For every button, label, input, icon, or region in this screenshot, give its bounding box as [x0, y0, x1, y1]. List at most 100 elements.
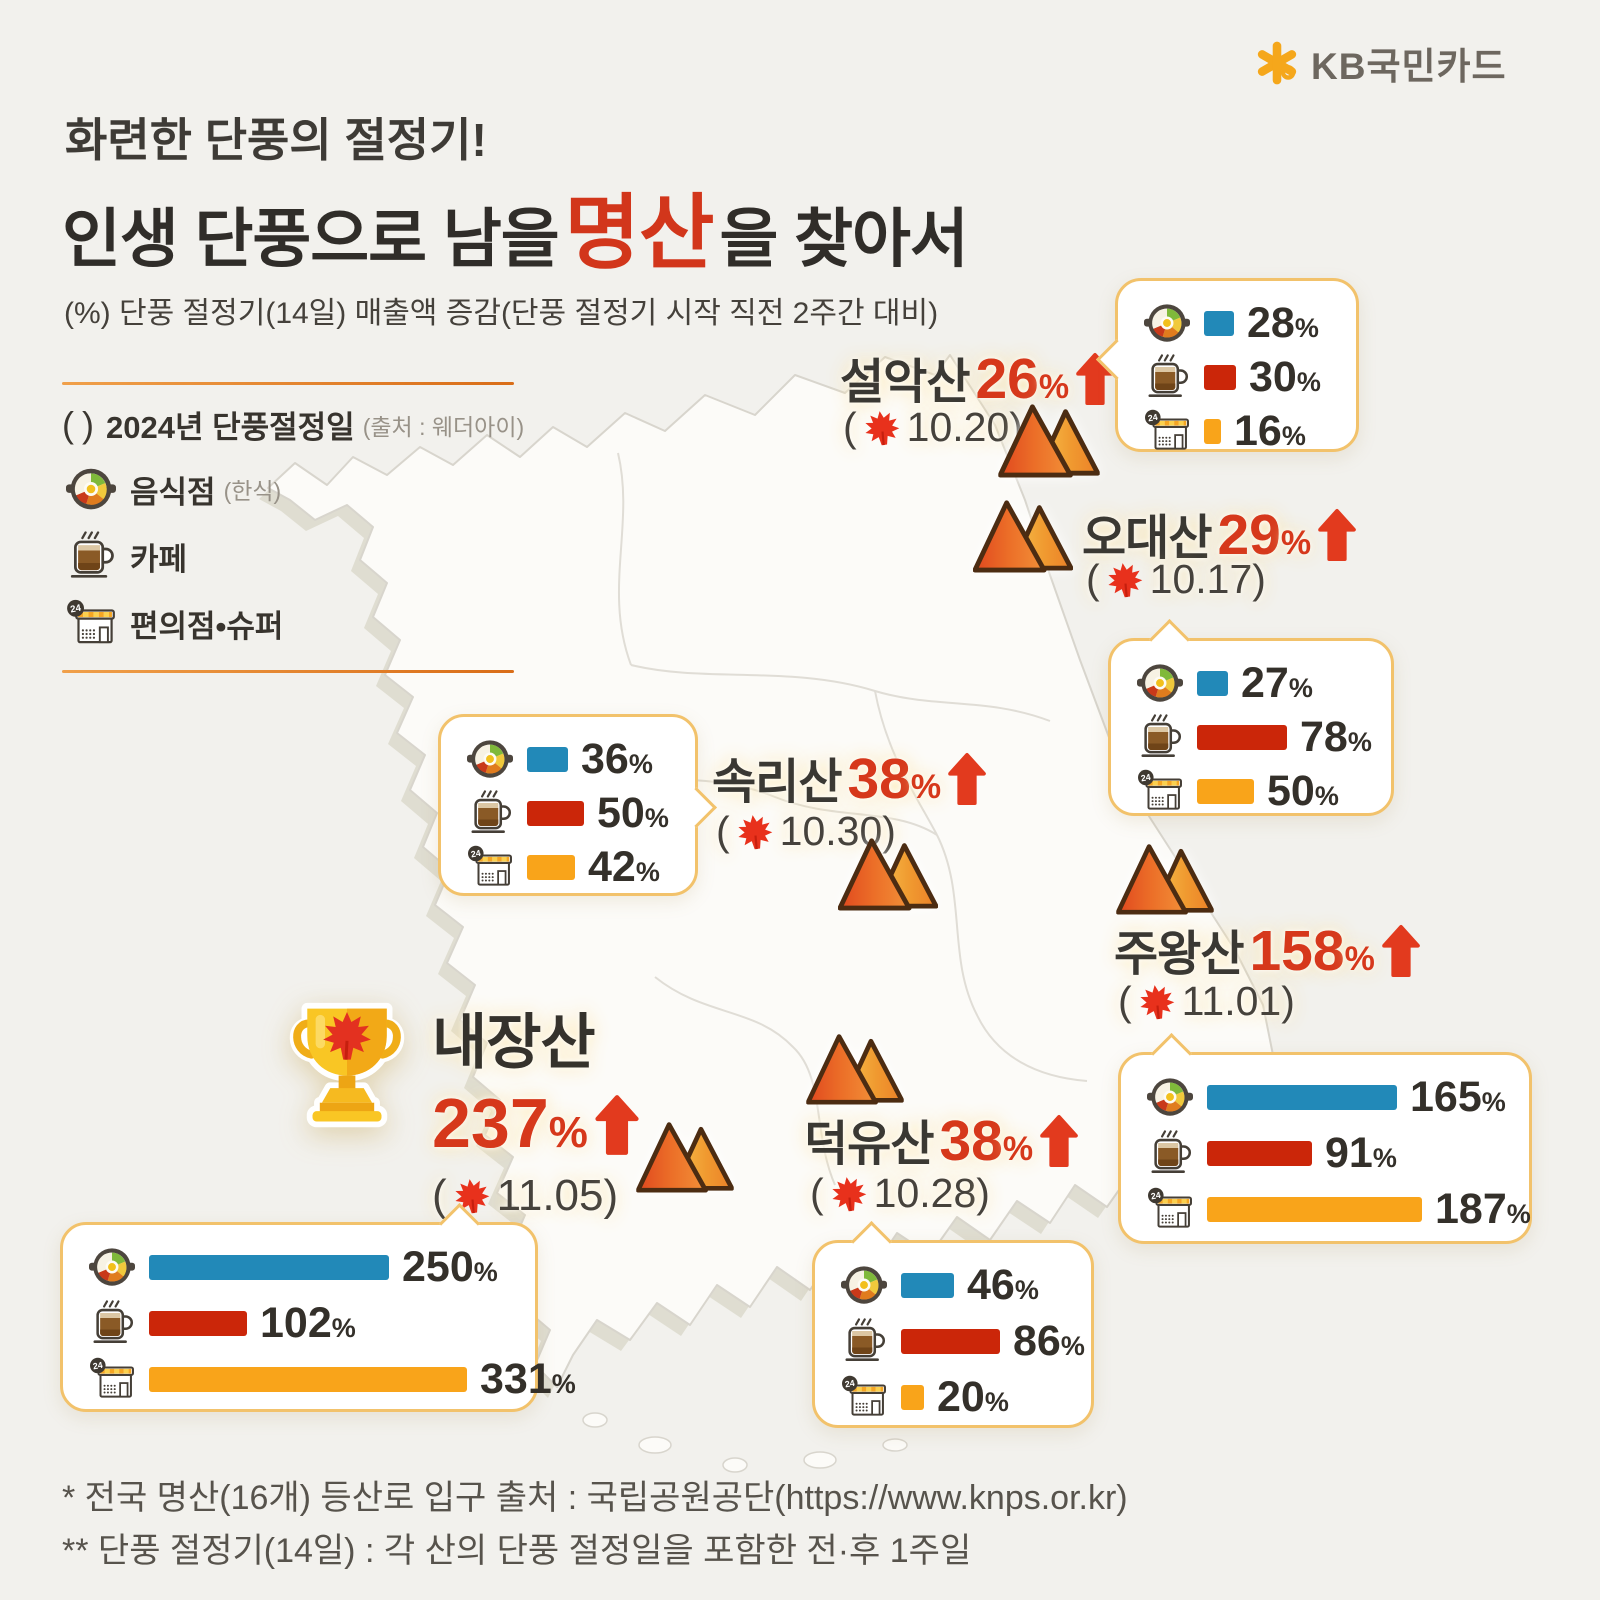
restaurant-row: 165% [1147, 1073, 1509, 1121]
cafe-label: 카페 [130, 541, 188, 577]
store-label: 편의점•슈퍼 [130, 608, 284, 644]
maple-leaf-icon [76, 408, 81, 442]
mountain-icon [838, 834, 938, 911]
peak-date-label: 2024년 단풍절정일 [106, 410, 355, 445]
odaesan-peak-date: (10.17) [1086, 556, 1266, 602]
mountain-name: 주왕산 [1114, 928, 1244, 981]
seoraksan-peak-date: (10.20) [843, 404, 1023, 450]
seoraksan-label: 설악산 26% [840, 342, 1115, 412]
store-row: 20% [841, 1373, 1071, 1421]
convenience-store-icon [66, 598, 116, 648]
store-bar [1207, 1196, 1422, 1222]
restaurant-row: 250% [89, 1243, 515, 1291]
cafe-row: 91% [1147, 1129, 1509, 1177]
subtitle-text: (%) 단풍 절정기(14일) 매출액 증감(단풍 절정기 시작 직전 2주간 … [64, 297, 939, 330]
mountain-pct: 38% [847, 747, 942, 811]
restaurant-bar [149, 1254, 389, 1280]
convenience-store-icon [1147, 1186, 1193, 1232]
restaurant-bar [901, 1272, 954, 1298]
mountain-icon [998, 400, 1100, 478]
cafe-icon [841, 1318, 887, 1364]
footnote-line-1: * 전국 명산(16개) 등산로 입구 출처 : 국립공원공단(https://… [62, 1479, 1128, 1517]
convenience-store-icon [1137, 768, 1183, 814]
store-bar [149, 1366, 467, 1392]
up-arrow-icon [1039, 1114, 1079, 1168]
naejangsan-peak-date: (11.05) [432, 1171, 619, 1220]
store-bar [1197, 778, 1254, 804]
deogyusan-label: 덕유산 38% [804, 1104, 1079, 1174]
kb-star-icon [1253, 39, 1301, 87]
cafe-bar [1197, 724, 1287, 750]
restaurant-icon [66, 464, 116, 514]
restaurant-icon [467, 736, 513, 782]
convenience-store-icon [841, 1374, 887, 1420]
cafe-icon [1144, 354, 1190, 400]
mountain-pct: 38% [939, 1109, 1034, 1173]
mountain-pct: 29% [1217, 503, 1312, 567]
cafe-bar [1204, 364, 1236, 390]
up-arrow-icon [594, 1094, 640, 1156]
restaurant-row: 36% [467, 735, 675, 783]
deogyusan-callout: 46% 86% 20% [812, 1220, 1094, 1428]
restaurant-icon [841, 1262, 887, 1308]
footnotes: * 전국 명산(16개) 등산로 입구 출처 : 국립공원공단(https://… [62, 1472, 1128, 1577]
cafe-icon [1147, 1130, 1193, 1176]
maple-leaf-icon [734, 811, 775, 852]
up-arrow-icon [1317, 508, 1357, 562]
mountain-name: 덕유산 [804, 1118, 934, 1171]
cafe-row: 50% [467, 789, 675, 837]
store-row: 50% [1137, 767, 1371, 815]
cafe-bar [527, 800, 584, 826]
title-suffix: 을 찾아서 [719, 203, 969, 275]
cafe-bar [1207, 1140, 1312, 1166]
restaurant-row: 46% [841, 1261, 1071, 1309]
juwangsan-label: 주왕산 158% [1114, 914, 1421, 984]
odaesan-callout: 27% 78% 50% [1108, 618, 1394, 816]
legend-bottom-rule [62, 670, 514, 673]
restaurant-row: 28% [1144, 299, 1336, 347]
legend-peak-date-row: ( ) 2024년 단풍절정일 (출처 : 웨더아이) [62, 402, 524, 447]
restaurant-bar [1197, 670, 1228, 696]
mountain-name: 오대산 [1082, 512, 1212, 565]
peak-date-source: (출처 : 웨더아이) [362, 413, 525, 440]
songnisan-callout: 36% 50% 42% [438, 714, 718, 896]
mountain-name: 내장산 [432, 1009, 596, 1076]
restaurant-icon [1137, 660, 1183, 706]
seoraksan-callout: 28% 30% 16% [1095, 278, 1359, 455]
store-row: 187% [1147, 1185, 1531, 1233]
store-row: 331% [89, 1355, 576, 1403]
mountain-name: 속리산 [712, 756, 842, 809]
legend-restaurant-row: 음식점 (한식) [62, 464, 514, 514]
restaurant-label: 음식점 [130, 474, 216, 510]
up-arrow-icon [1381, 924, 1421, 978]
restaurant-sublabel: (한식) [223, 478, 282, 504]
korea-map [259, 354, 1276, 1473]
cafe-icon [66, 531, 116, 581]
songnisan-peak-date: (10.30) [716, 808, 896, 854]
paren-close: ) [82, 403, 94, 445]
store-row: 42% [467, 843, 675, 891]
cafe-icon [1137, 714, 1183, 760]
footnote-line-2: ** 단풍 절정기(14일) : 각 산의 단풍 절정일을 포함한 전·후 1주… [62, 1531, 972, 1570]
restaurant-bar [527, 746, 568, 772]
maple-leaf-icon [1136, 981, 1177, 1022]
maple-leaf-icon [1104, 559, 1145, 600]
brand-name: KB국민카드 [1311, 46, 1507, 87]
cafe-bar [149, 1310, 247, 1336]
kicker-text: 화련한 단풍의 절정기! [65, 114, 487, 166]
restaurant-bar [1207, 1084, 1397, 1110]
convenience-store-icon [467, 844, 513, 890]
legend-cafe-row: 카페 [62, 531, 514, 581]
odaesan-label: 오대산 29% [1082, 498, 1357, 568]
store-bar [527, 854, 575, 880]
restaurant-row: 27% [1137, 659, 1371, 707]
store-row: 16% [1144, 407, 1336, 455]
songnisan-label: 속리산 38% [712, 742, 987, 812]
kb-logo: KB국민카드 [1253, 36, 1507, 90]
mountain-pct: 26% [975, 347, 1070, 411]
cafe-row: 102% [89, 1299, 515, 1347]
paren-open: ( [62, 403, 74, 445]
maple-leaf-icon [861, 407, 902, 448]
cafe-bar [901, 1328, 1000, 1354]
